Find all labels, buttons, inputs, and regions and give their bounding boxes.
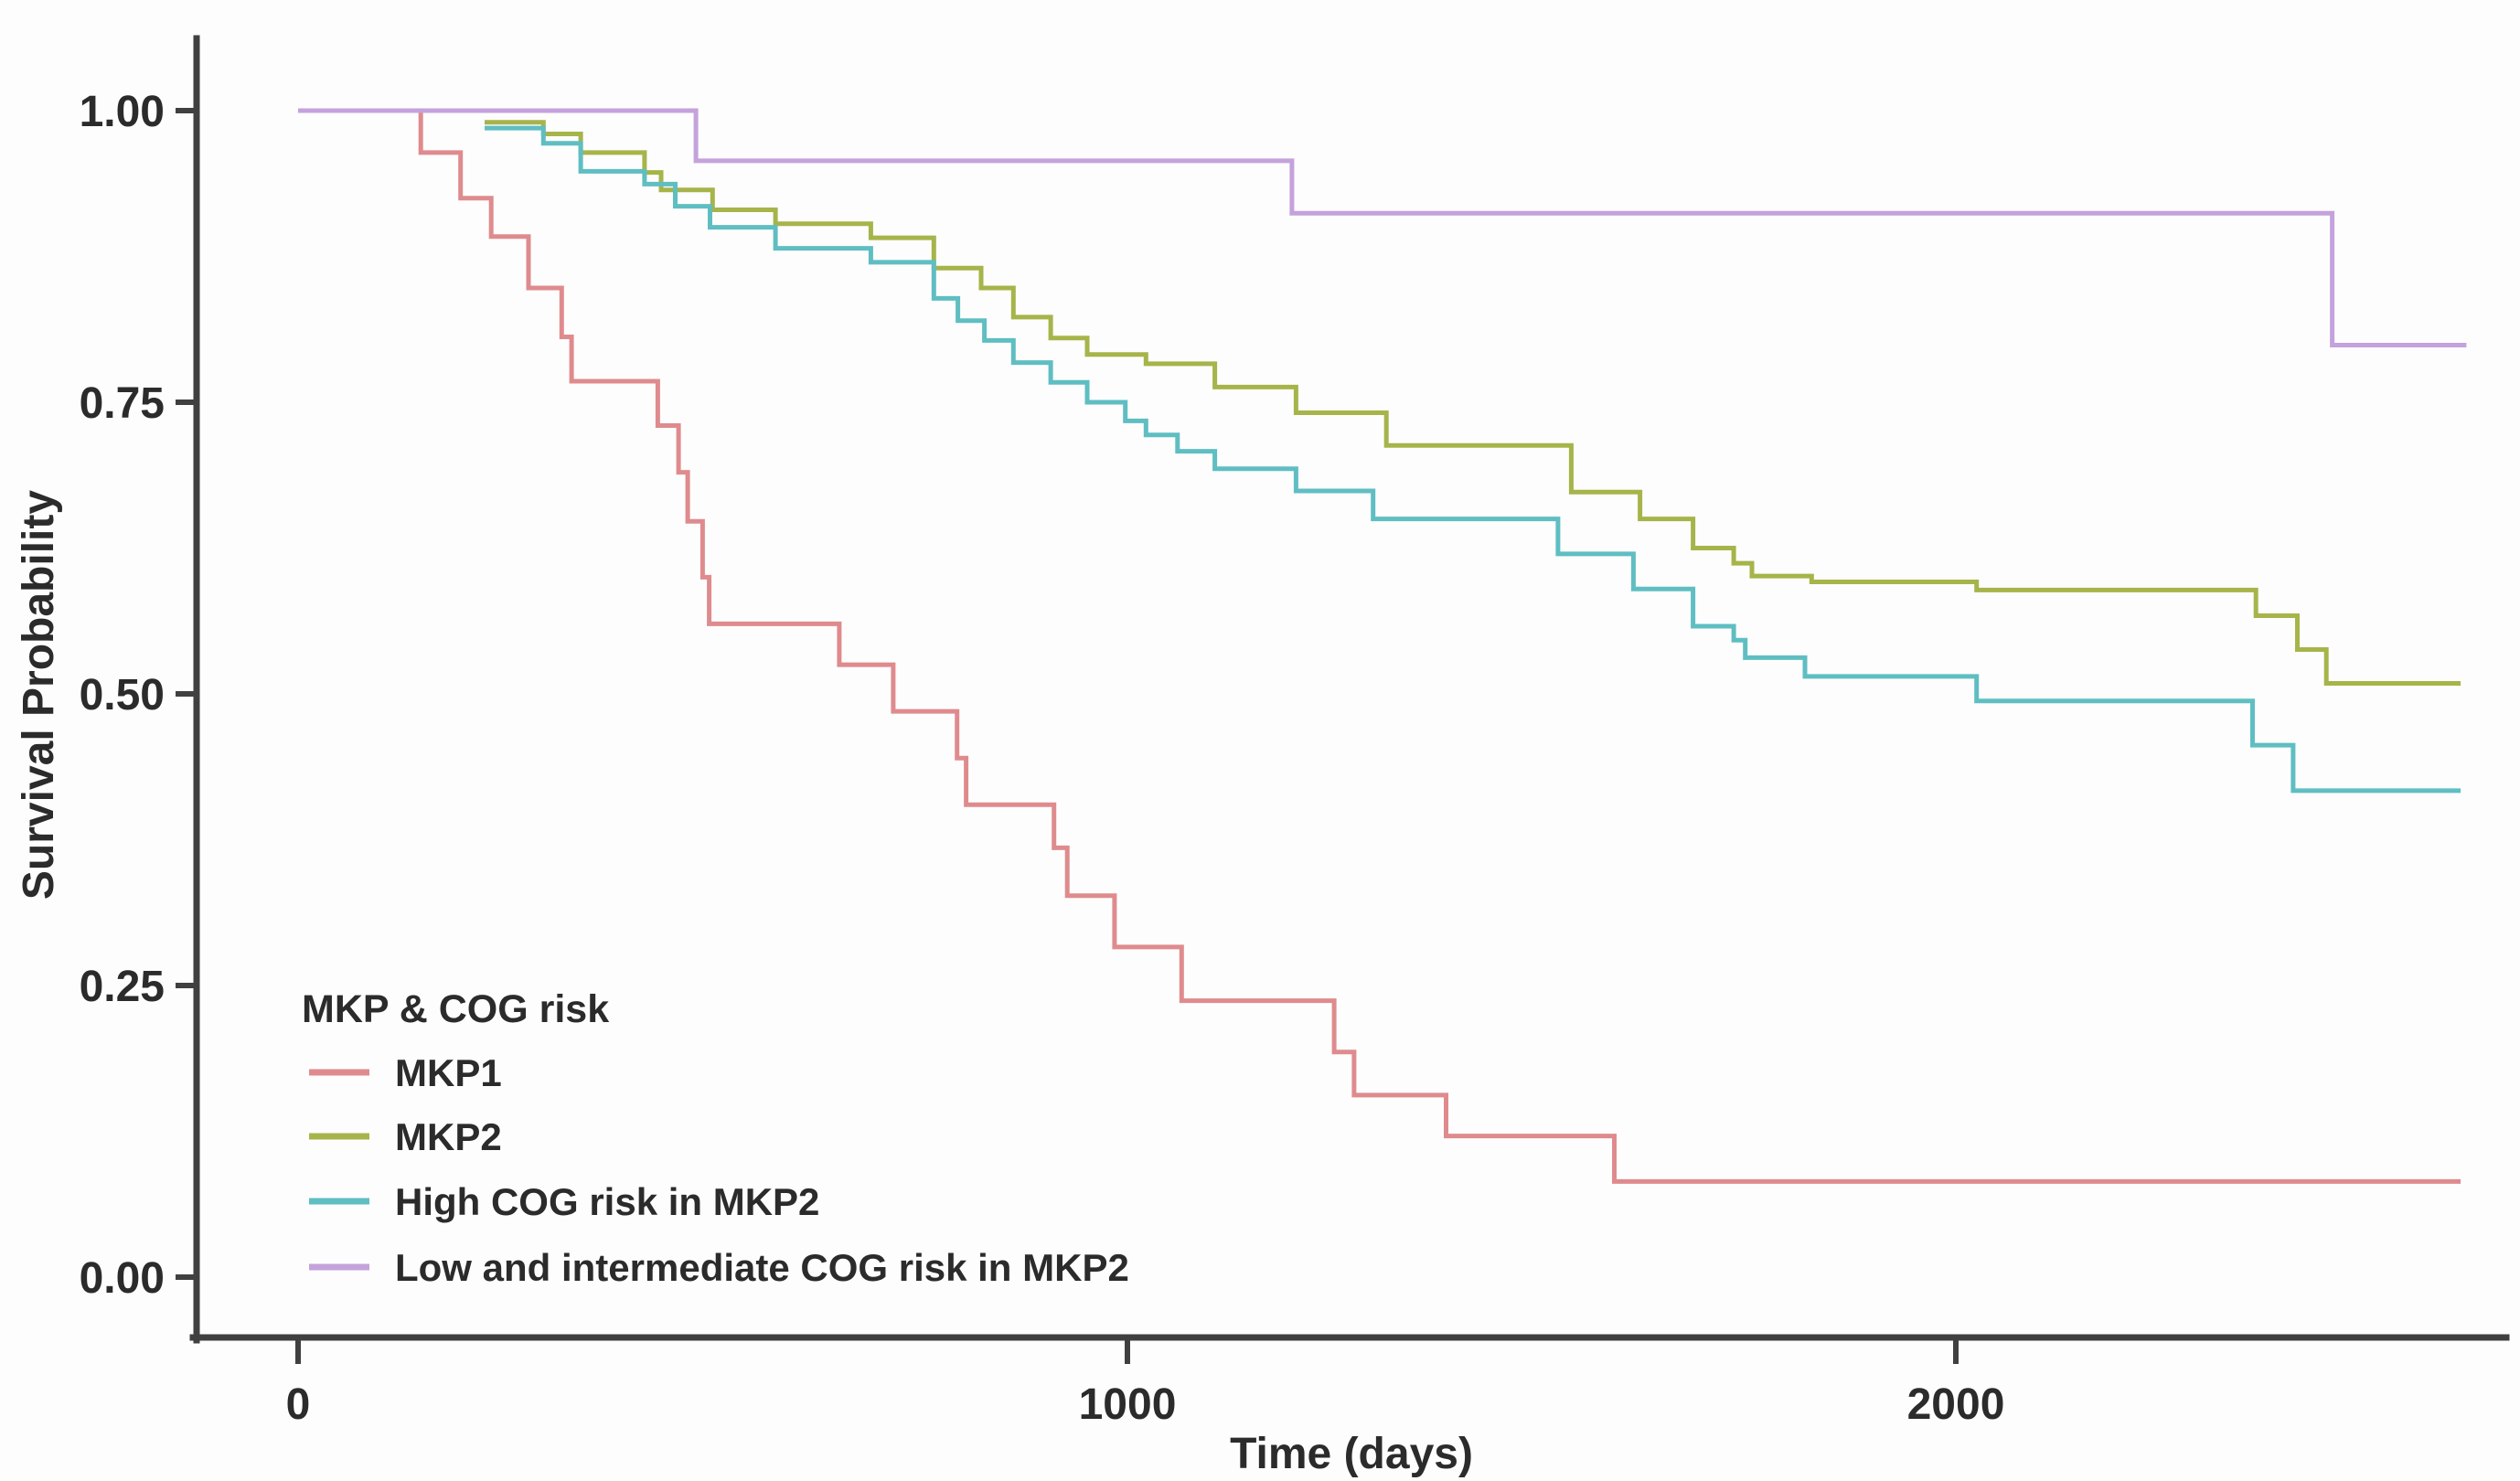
x-tick-label: 2000 bbox=[1907, 1380, 2005, 1429]
x-tick-label: 1000 bbox=[1079, 1380, 1177, 1429]
legend-title: MKP & COG risk bbox=[302, 987, 609, 1031]
series-paths bbox=[298, 108, 2467, 1184]
legend-entry-low-int-cog: Low and intermediate COG risk in MKP2 bbox=[309, 1246, 1129, 1289]
legend-label-mkp2: MKP2 bbox=[395, 1115, 502, 1158]
y-tick-label: 0.00 bbox=[80, 1254, 165, 1303]
legend-entry-mkp2: MKP2 bbox=[309, 1115, 502, 1158]
legend-label-mkp1: MKP1 bbox=[395, 1051, 502, 1094]
x-axis: 0 1000 2000 bbox=[189, 1334, 2510, 1429]
legend-label-high-cog: High COG risk in MKP2 bbox=[395, 1180, 819, 1223]
curve-low-intermediate-cog-risk-mkp2 bbox=[298, 108, 2467, 347]
legend-entry-mkp1: MKP1 bbox=[309, 1051, 502, 1094]
y-axis-title: Survival Probability bbox=[15, 490, 63, 900]
y-axis: 1.00 0.75 0.50 0.25 0.00 bbox=[80, 35, 200, 1344]
legend-label-low-int-cog: Low and intermediate COG risk in MKP2 bbox=[395, 1246, 1129, 1289]
legend: MKP & COG risk MKP1 MKP2 High COG risk i… bbox=[302, 987, 1129, 1289]
legend-entry-high-cog: High COG risk in MKP2 bbox=[309, 1180, 819, 1223]
y-tick-label: 0.75 bbox=[80, 379, 165, 428]
y-tick-label: 0.50 bbox=[80, 671, 165, 719]
y-tick-label: 0.25 bbox=[80, 963, 165, 1011]
x-axis-title: Time (days) bbox=[1230, 1430, 1473, 1478]
curve-high-cog-risk-mkp2 bbox=[485, 125, 2461, 794]
curve-mkp2 bbox=[485, 120, 2461, 686]
y-tick-label: 1.00 bbox=[80, 88, 165, 136]
x-tick-label: 0 bbox=[286, 1380, 311, 1429]
curve-mkp1 bbox=[298, 108, 2461, 1184]
